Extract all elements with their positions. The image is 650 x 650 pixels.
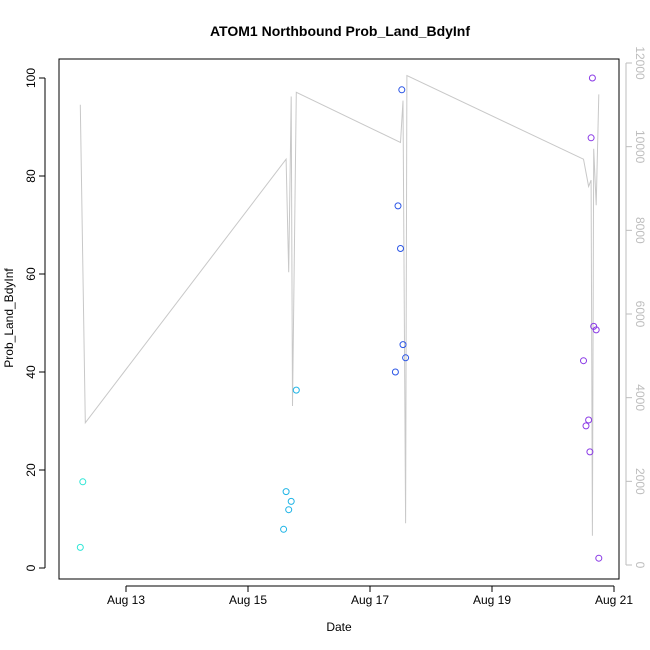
data-point — [398, 86, 406, 94]
y-tick-label: 40 — [24, 365, 38, 379]
secondary-line-series — [79, 74, 600, 536]
data-point — [588, 74, 596, 82]
data-point — [592, 326, 600, 334]
y2-tick-label: 4000 — [633, 384, 647, 411]
x-axis: Aug 13 Aug 15 Aug 17 Aug 19 Aug 21 — [107, 585, 633, 607]
x-tick-label: Aug 17 — [351, 593, 389, 607]
y-tick-label: 20 — [24, 463, 38, 477]
data-point — [282, 488, 290, 496]
x-tick-label: Aug 15 — [229, 593, 267, 607]
y2-tick-label: 12000 — [633, 46, 647, 80]
data-point — [391, 368, 399, 376]
y2-tick-label: 2000 — [633, 468, 647, 495]
y-axis-left: 0 20 40 60 80 100 — [24, 68, 46, 571]
y-axis-label: Prob_Land_BdyInf — [2, 268, 16, 368]
y-tick-label: 100 — [24, 68, 38, 88]
data-point — [402, 354, 410, 362]
x-axis-label: Date — [326, 620, 352, 634]
data-point — [586, 448, 594, 456]
data-point — [582, 422, 590, 430]
data-point — [292, 386, 300, 394]
scatter-points — [76, 74, 603, 562]
data-point — [587, 134, 595, 142]
data-point — [585, 416, 593, 424]
x-tick-label: Aug 21 — [595, 593, 633, 607]
y-tick-label: 80 — [24, 169, 38, 183]
data-point — [76, 543, 84, 551]
data-point — [79, 478, 87, 486]
data-point — [580, 357, 587, 365]
data-point — [399, 341, 407, 349]
data-point — [394, 202, 402, 210]
x-tick-label: Aug 13 — [107, 593, 145, 607]
chart-title: ATOM1 Northbound Prob_Land_BdyInf — [210, 23, 470, 39]
plot-frame — [58, 58, 620, 580]
y2-tick-label: 10000 — [633, 130, 647, 164]
y-tick-label: 0 — [24, 564, 38, 571]
y2-tick-label: 0 — [633, 562, 647, 569]
data-point — [397, 245, 404, 252]
x-tick-label: Aug 19 — [473, 593, 511, 607]
data-point — [595, 554, 603, 562]
y2-tick-label: 6000 — [633, 301, 647, 328]
y-axis-right: 0 2000 4000 6000 8000 10000 12000 — [625, 46, 647, 569]
y2-tick-label: 8000 — [633, 217, 647, 244]
data-point — [285, 506, 293, 514]
y-tick-label: 60 — [24, 267, 38, 281]
data-point — [287, 497, 295, 505]
data-point — [280, 525, 288, 533]
